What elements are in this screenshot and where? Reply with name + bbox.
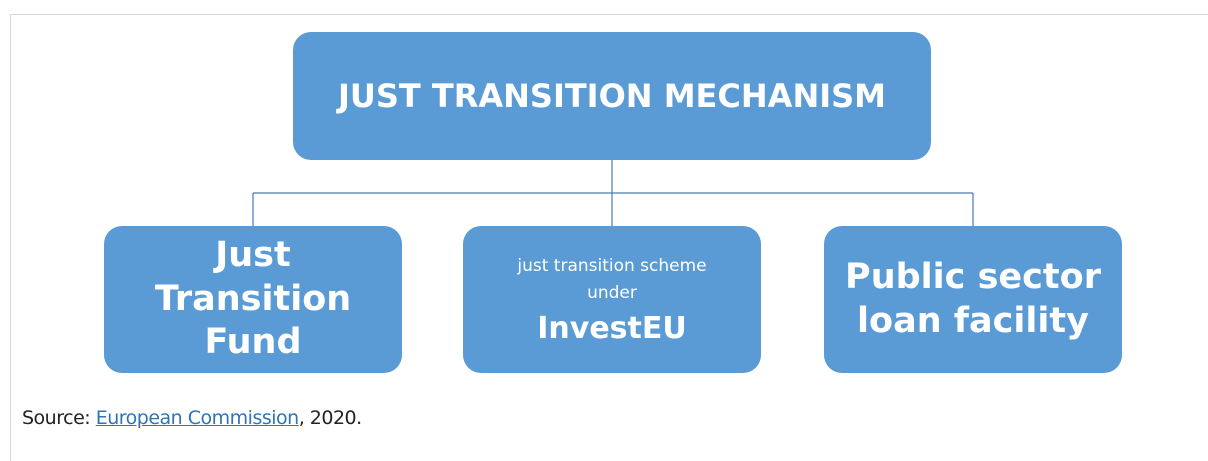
source: Source: European Commission, 2020.	[22, 407, 362, 429]
node: Public sector loan facility	[824, 226, 1122, 373]
node-label: JUST TRANSITION MECHANISM	[337, 77, 887, 115]
source-prefix: Source:	[22, 407, 91, 429]
node-label: Just Transition Fund	[154, 234, 352, 363]
node-label: Public sector loan facility	[845, 256, 1101, 341]
frame	[10, 14, 1208, 461]
node: Just Transition Fund	[104, 226, 402, 373]
top-node: JUST TRANSITION MECHANISM	[293, 32, 931, 160]
source-link[interactable]: European Commission	[95, 407, 299, 429]
node-label: just transition scheme under	[517, 255, 707, 303]
node-label: InvestEU	[537, 311, 687, 347]
source-suffix: , 2020.	[298, 407, 362, 429]
node: just transition scheme under InvestEU	[463, 226, 761, 373]
